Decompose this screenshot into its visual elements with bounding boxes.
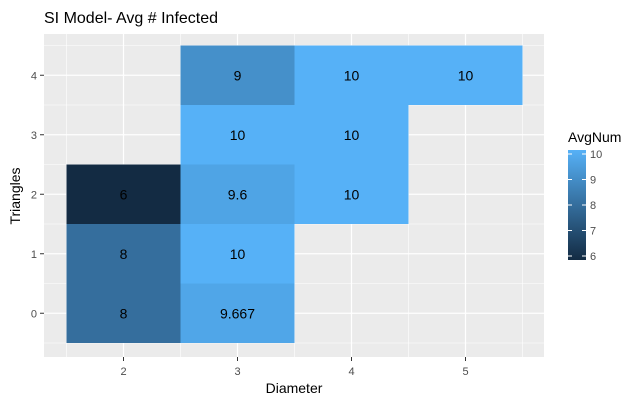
x-tick-label: 4 — [348, 366, 354, 378]
y-tick-label: 4 — [31, 70, 37, 82]
cell-value-label: 10 — [344, 127, 360, 143]
cell-value-label: 8 — [120, 305, 128, 321]
heatmap-cell — [294, 164, 409, 224]
legend-title: AvgNum — [568, 129, 621, 145]
cell-value-label: 8 — [120, 246, 128, 262]
x-tick-label: 2 — [120, 366, 126, 378]
heatmap-cell — [180, 164, 295, 224]
cell-value-label: 10 — [344, 67, 360, 83]
y-tick-label: 2 — [31, 189, 37, 201]
y-tick-label: 0 — [31, 308, 37, 320]
y-axis-title: Triangles — [7, 167, 23, 224]
cell-value-label: 10 — [458, 67, 474, 83]
heatmap-cells: 8 8 6 9.667 10 9.6 10 9 10 10 10 10 — [66, 45, 523, 343]
legend-tick-label: 8 — [590, 200, 596, 212]
heatmap-cell — [66, 164, 181, 224]
x-tick-label: 3 — [234, 366, 240, 378]
cell-value-label: 9.6 — [228, 186, 248, 202]
x-axis-title: Diameter — [266, 380, 323, 396]
cell-value-label: 6 — [120, 186, 128, 202]
cell-value-label: 10 — [230, 127, 246, 143]
x-axis: 2 3 4 5 — [120, 357, 469, 378]
cell-value-label: 9.667 — [220, 305, 255, 321]
y-tick-label: 1 — [31, 249, 37, 261]
heatmap-cell — [294, 45, 409, 105]
heatmap-cell — [180, 224, 295, 284]
heatmap-cell — [66, 283, 181, 343]
y-axis: 0 1 2 3 4 — [31, 70, 44, 320]
heatmap-cell — [408, 45, 523, 105]
cell-value-label: 10 — [344, 186, 360, 202]
legend-colorbar — [568, 150, 586, 260]
heatmap-cell — [180, 105, 295, 165]
cell-value-label: 9 — [234, 67, 242, 83]
heatmap-cell — [294, 105, 409, 165]
legend-tick-label: 9 — [590, 175, 596, 187]
x-tick-label: 5 — [462, 366, 468, 378]
legend-tick-label: 6 — [590, 251, 596, 263]
heatmap-cell — [180, 283, 295, 343]
cell-value-label: 10 — [230, 246, 246, 262]
chart-title: SI Model- Avg # Infected — [44, 10, 218, 27]
legend: AvgNum 6 7 8 9 10 — [568, 129, 621, 263]
heatmap-cell — [66, 224, 181, 284]
heatmap-cell — [180, 45, 295, 105]
legend-tick-label: 7 — [590, 226, 596, 238]
y-tick-label: 3 — [31, 130, 37, 142]
legend-tick-label: 10 — [590, 149, 602, 161]
